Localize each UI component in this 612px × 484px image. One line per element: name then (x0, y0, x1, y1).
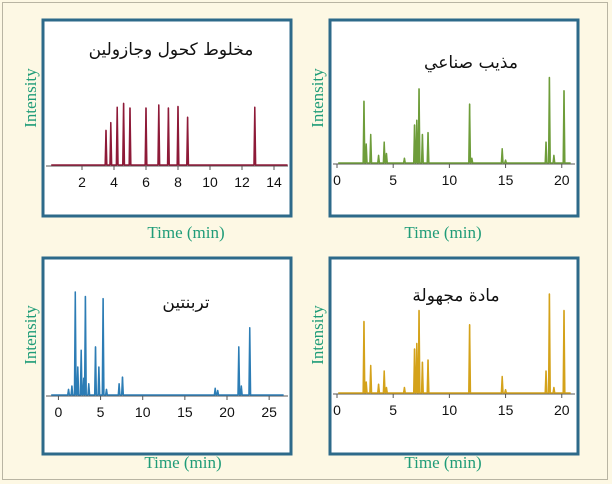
x-tick-label: 10 (442, 172, 458, 188)
x-tick-label: 8 (174, 174, 182, 190)
x-axis-label: Time (min) (147, 223, 224, 242)
panel-frame (41, 256, 293, 456)
chromatogram-grid-svg: 2 4 6 8 10 12 14 مخلوط كحول وجازولين Intensity Ti… (21, 18, 580, 472)
chart-title: مخلوط كحول وجازولين (89, 40, 254, 60)
panel-frame (328, 256, 580, 456)
x-tick-label: 0 (55, 404, 63, 420)
x-axis-label: Time (min) (404, 453, 481, 472)
x-tick-label: 10 (442, 402, 458, 418)
x-tick-label: 5 (97, 404, 105, 420)
x-tick-label: 10 (202, 174, 218, 190)
x-tick-label: 25 (261, 404, 277, 420)
panel-frame (41, 18, 293, 218)
x-tick-label: 14 (266, 174, 282, 190)
x-tick-label: 12 (234, 174, 250, 190)
x-tick-label: 20 (219, 404, 235, 420)
chart-title: مذيب صناعي (424, 53, 518, 73)
chart-title: مادة مجهولة (412, 286, 499, 306)
x-tick-label: 20 (554, 402, 570, 418)
x-tick-label: 5 (389, 172, 397, 188)
x-tick-label: 10 (135, 404, 151, 420)
y-axis-label: Intensity (308, 68, 327, 128)
y-axis-label: Intensity (21, 305, 40, 365)
figure-frame: 2 4 6 8 10 12 14 مخلوط كحول وجازولين Intensity Ti… (2, 2, 608, 480)
x-tick-label: 5 (389, 402, 397, 418)
x-axis-label: Time (min) (144, 453, 221, 472)
chart-panel-alcohol-gasoline: 2 4 6 8 10 12 14 مخلوط كحول وجازولين (41, 18, 293, 218)
x-axis-label: Time (min) (404, 223, 481, 242)
x-tick-label: 15 (498, 402, 514, 418)
signal-trace (338, 76, 571, 164)
x-tick-label: 6 (142, 174, 150, 190)
y-axis-label: Intensity (21, 68, 40, 128)
chart-panel-turpentine: 0 5 10 15 20 25 تربنتين (41, 256, 293, 456)
x-tick-label: 0 (333, 172, 341, 188)
x-tick-label: 0 (333, 402, 341, 418)
chart-title: تربنتين (162, 293, 209, 313)
x-tick-label: 15 (498, 172, 514, 188)
x-tick-label: 2 (78, 174, 86, 190)
y-axis-label: Intensity (308, 305, 327, 365)
x-tick-label: 20 (554, 172, 570, 188)
x-tick-label: 15 (177, 404, 193, 420)
chart-panel-unknown-substance: 0 5 10 15 20 مادة مجهولة (328, 256, 580, 456)
panel-frame (328, 18, 580, 218)
x-tick-label: 4 (110, 174, 118, 190)
chart-panel-industrial-solvent: 0 5 10 15 20 مذيب صناعي (328, 18, 580, 218)
